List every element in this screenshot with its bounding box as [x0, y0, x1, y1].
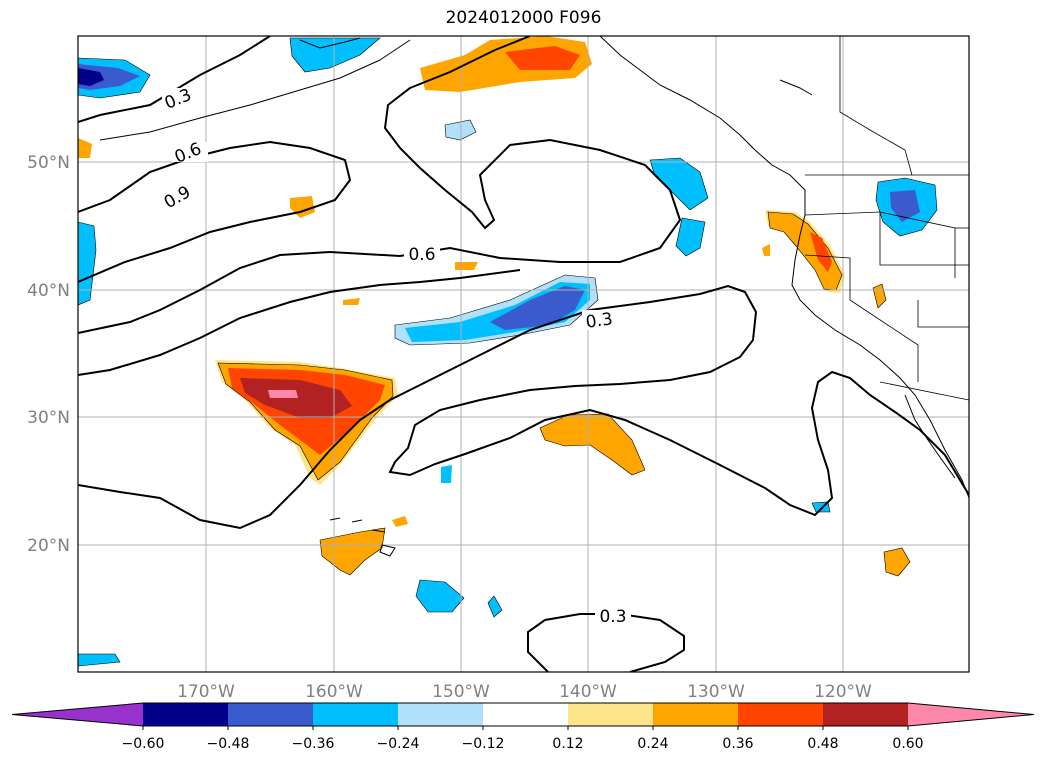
contour-label: 0.3 [599, 607, 626, 627]
colorbar-segment [313, 703, 398, 726]
latitude-labels: 50°N 40°N 30°N 20°N [27, 153, 70, 556]
colorbar-tick-label: 0.36 [722, 736, 753, 752]
contour-label: 0.6 [408, 245, 435, 265]
lon-label: 130°W [687, 682, 745, 702]
colorbar-tick-label: −0.48 [207, 736, 250, 752]
colorbar: −0.60 −0.48 −0.36 −0.24 −0.12 0.12 0.24 0.36 0.4… [11, 702, 1035, 752]
longitude-labels: 170°W 160°W 150°W 140°W 130°W 120°W [177, 682, 872, 702]
lat-label: 40°N [27, 281, 70, 301]
contour-label: 0.3 [585, 309, 615, 333]
colorbar-segment [228, 703, 313, 726]
colorbar-extend-low [12, 703, 143, 726]
lat-label: 20°N [27, 536, 70, 556]
colorbar-tick-label: 0.12 [552, 736, 583, 752]
chart-title: 2024012000 F096 [445, 8, 602, 28]
lon-label: 160°W [305, 682, 363, 702]
gridlines [78, 36, 969, 672]
colorbar-segment [823, 703, 908, 726]
lon-label: 140°W [559, 682, 617, 702]
map-area: 0.3 0.6 0.9 0.6 0.3 0.3 [78, 36, 969, 672]
coastlines [99, 36, 969, 557]
colorbar-tick-label: −0.36 [292, 736, 335, 752]
colorbar-tick-label: −0.60 [122, 736, 165, 752]
lon-label: 150°W [432, 682, 490, 702]
colorbar-tick-label: −0.24 [377, 736, 420, 752]
colorbar-segment [143, 703, 228, 726]
colorbar-extend-high [908, 703, 1034, 726]
contour-lines [78, 36, 969, 672]
lat-label: 50°N [27, 153, 70, 173]
political-borders [804, 36, 969, 401]
colorbar-tick-label: −0.12 [462, 736, 505, 752]
colorbar-segment [738, 703, 823, 726]
lat-label: 30°N [27, 408, 70, 428]
colorbar-segment [653, 703, 738, 726]
colorbar-segment [398, 703, 483, 726]
lon-label: 170°W [177, 682, 235, 702]
colorbar-tick-label: 0.24 [637, 736, 668, 752]
colorbar-tick-label: 0.48 [807, 736, 838, 752]
map-frame [77, 35, 970, 673]
colorbar-tick-label: 0.60 [892, 736, 923, 752]
colorbar-segment [483, 703, 568, 726]
shaded-field-negative [78, 37, 938, 667]
lon-label: 120°W [814, 682, 872, 702]
colorbar-segment [568, 703, 653, 726]
